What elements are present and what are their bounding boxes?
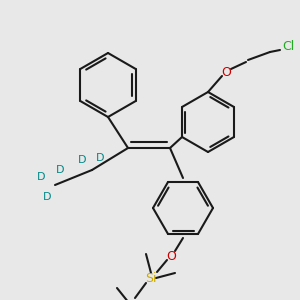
Text: Cl: Cl [282, 40, 294, 53]
Text: D: D [43, 192, 51, 202]
Text: D: D [56, 165, 64, 175]
Text: Si: Si [145, 272, 157, 284]
Text: O: O [166, 250, 176, 262]
Text: D: D [96, 153, 104, 163]
Text: D: D [78, 155, 86, 165]
Text: D: D [37, 172, 45, 182]
Text: O: O [221, 65, 231, 79]
